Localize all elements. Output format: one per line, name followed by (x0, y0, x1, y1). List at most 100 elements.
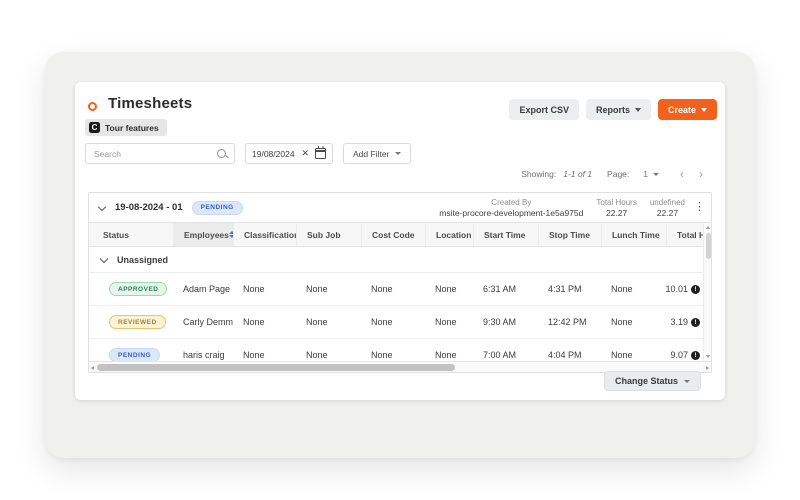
collapse-subgroup-icon[interactable] (99, 254, 109, 263)
column-header-employees-label: Employees (184, 229, 229, 240)
header-actions: Export CSV Reports Create (509, 99, 717, 120)
export-csv-button[interactable]: Export CSV (509, 99, 579, 120)
create-button[interactable]: Create (657, 99, 717, 120)
change-status-button[interactable]: Change Status (603, 371, 701, 391)
reports-button[interactable]: Reports (585, 99, 651, 120)
reports-button-label: Reports (595, 104, 630, 115)
undefined-value: 22.27 (656, 207, 679, 218)
sub-job-cell: None (306, 284, 328, 294)
chevron-down-icon (653, 172, 659, 176)
column-header-total-hours[interactable]: Total Hours (666, 223, 704, 246)
created-by-meta: Created By msite-procore-development-1e5… (439, 198, 583, 218)
chevron-down-icon (684, 379, 690, 383)
chevron-down-icon (701, 107, 707, 112)
column-header-classification[interactable]: Classification (233, 223, 296, 246)
column-header-start-time[interactable]: Start Time (473, 223, 538, 246)
date-filter[interactable]: 19/08/2024 ✕ (245, 143, 333, 164)
total-hours-meta: Total Hours 22.27 (596, 198, 636, 218)
page-title: Timesheets (108, 95, 193, 112)
group-meta: Created By msite-procore-development-1e5… (439, 193, 685, 222)
page-select[interactable]: 1 (643, 169, 659, 179)
tour-features-label: Tour features (105, 122, 159, 133)
total-hours-cell: 3.19 (670, 317, 688, 327)
timesheets-panel: Timesheets Export CSV Reports Create C T… (75, 82, 725, 400)
chevron-down-icon (634, 107, 641, 112)
total-hours-value: 22.27 (605, 207, 628, 218)
showing-label: Showing: (521, 169, 557, 179)
status-badge: APPROVED (109, 282, 168, 296)
chevron-down-icon (395, 152, 402, 155)
timesheet-table: 19-08-2024 - 01 PENDING Created By msite… (88, 192, 712, 373)
info-icon[interactable]: ! (691, 284, 700, 294)
horizontal-scroll-thumb[interactable] (97, 364, 455, 371)
column-header-lunch-time[interactable]: Lunch Time (601, 223, 666, 246)
employee-cell: Carly Demming (183, 317, 233, 327)
tour-features-button[interactable]: C Tour features (85, 119, 167, 136)
collapse-group-icon[interactable] (97, 202, 107, 211)
lunch-time-cell: None (611, 350, 633, 360)
scroll-left-icon[interactable] (91, 365, 94, 370)
column-header-stop-time[interactable]: Stop Time (538, 223, 601, 246)
tour-logo-icon: C (89, 122, 100, 133)
sub-job-cell: None (306, 317, 328, 327)
change-status-label: Change Status (614, 376, 678, 386)
scroll-down-icon[interactable] (705, 355, 710, 358)
subgroup-unassigned[interactable]: Unassigned (89, 247, 711, 273)
status-badge: PENDING (109, 348, 161, 362)
start-time-cell: 6:31 AM (483, 284, 517, 294)
employee-cell: Adam Page (183, 284, 231, 294)
table-row[interactable]: APPROVED Adam Page None None None None 6… (89, 273, 711, 306)
total-hours-cell: 9.07 (670, 350, 688, 360)
page-label: Page: (607, 169, 630, 179)
total-hours-cell: 10.01 (665, 284, 688, 294)
undefined-label: undefined (649, 197, 685, 207)
next-page-button[interactable]: › (699, 167, 703, 181)
created-by-label: Created By (491, 197, 532, 207)
start-time-cell: 9:30 AM (483, 317, 517, 327)
scroll-right-icon[interactable] (706, 365, 709, 370)
stop-time-cell: 4:31 PM (548, 284, 582, 294)
group-menu-icon[interactable]: ⋮ (694, 201, 705, 213)
vertical-scrollbar[interactable] (703, 223, 711, 361)
pagination-bar: Showing: 1-1 of 1 Page: 1 ‹ › (521, 168, 707, 180)
timesheet-group-header: 19-08-2024 - 01 PENDING Created By msite… (89, 193, 711, 223)
prev-page-button[interactable]: ‹ (680, 167, 684, 181)
column-header-location[interactable]: Location (425, 223, 473, 246)
column-header-employees[interactable]: Employees (173, 223, 233, 246)
page-value: 1 (643, 169, 648, 179)
status-badge: REVIEWED (109, 315, 166, 329)
column-header-status[interactable]: Status (103, 229, 129, 240)
classification-cell: None (243, 350, 265, 360)
column-header-cost-code[interactable]: Cost Code (361, 223, 425, 246)
date-value: 19/08/2024 (252, 148, 295, 159)
location-cell: None (435, 317, 457, 327)
lunch-time-cell: None (611, 284, 633, 294)
employee-cell: haris craig (183, 350, 225, 360)
column-header-sub-job[interactable]: Sub Job (296, 223, 361, 246)
add-filter-button[interactable]: Add Filter (343, 143, 412, 164)
search-input[interactable] (86, 148, 216, 159)
create-button-label: Create (667, 104, 696, 115)
sort-icon (228, 231, 233, 238)
info-icon[interactable]: ! (691, 317, 700, 327)
horizontal-scrollbar[interactable] (89, 361, 711, 372)
showing-value: 1-1 of 1 (563, 169, 593, 179)
cost-code-cell: None (371, 350, 393, 360)
cost-code-cell: None (371, 284, 393, 294)
group-title: 19-08-2024 - 01 (115, 202, 183, 213)
subgroup-label: Unassigned (117, 254, 169, 265)
table-row[interactable]: REVIEWED Carly Demming None None None No… (89, 306, 711, 339)
vertical-scroll-thumb[interactable] (705, 233, 711, 259)
calendar-icon[interactable] (315, 146, 326, 159)
stop-time-cell: 4:04 PM (548, 350, 582, 360)
total-hours-label: Total Hours (596, 197, 637, 207)
timesheets-bullet-icon (88, 102, 97, 111)
search-icon (216, 148, 228, 160)
search-box (85, 143, 235, 164)
scroll-up-icon[interactable] (705, 226, 710, 229)
stop-time-cell: 12:42 PM (548, 317, 587, 327)
clear-date-icon[interactable]: ✕ (301, 148, 309, 158)
location-cell: None (435, 284, 457, 294)
add-filter-label: Add Filter (353, 148, 390, 159)
info-icon[interactable]: ! (691, 350, 700, 360)
